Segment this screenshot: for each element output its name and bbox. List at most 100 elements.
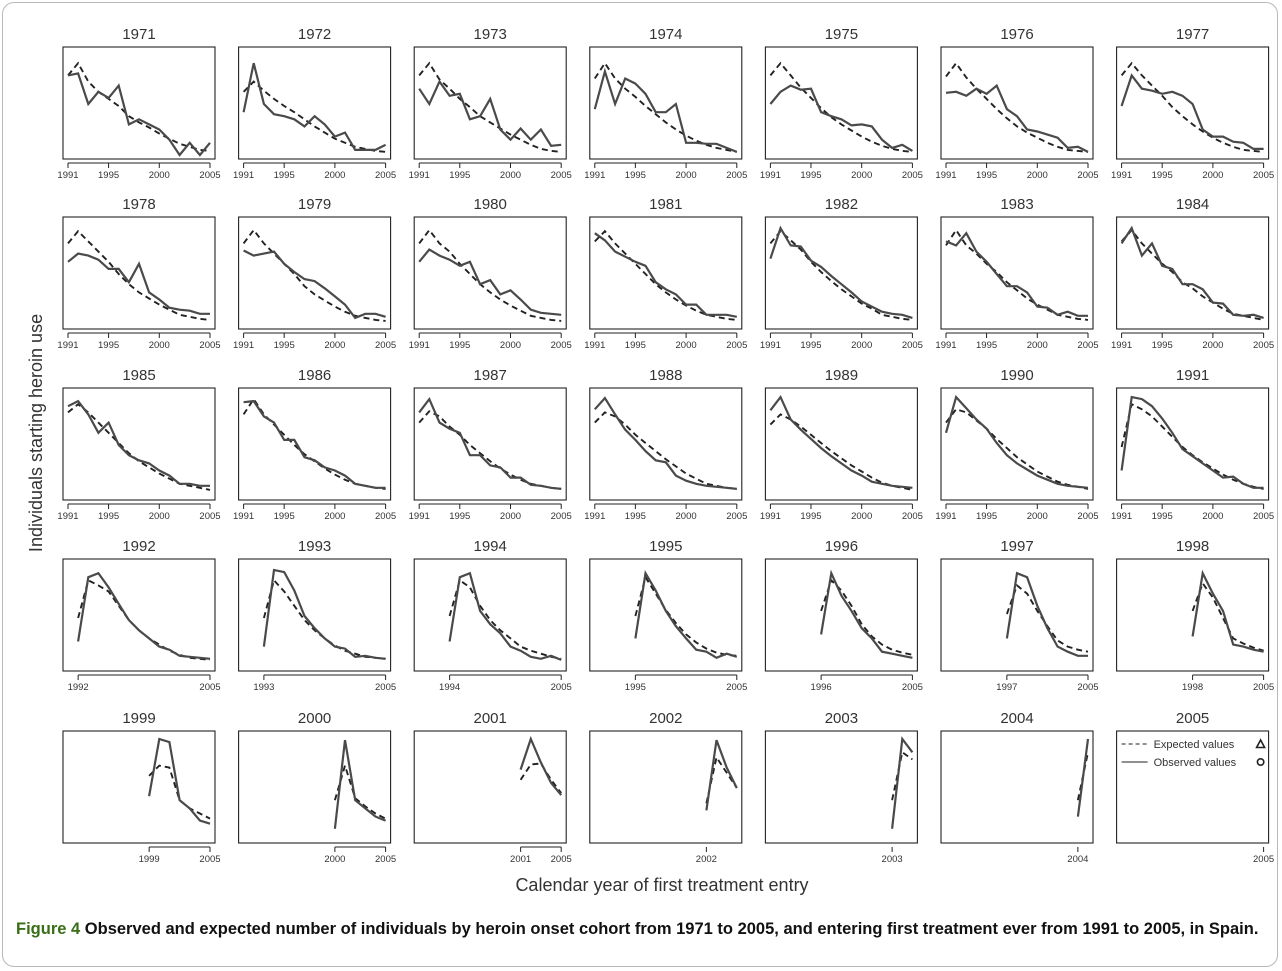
x-tick-label: 2000	[851, 170, 872, 181]
panel-1971: 1971 1991 1995 2000 2005	[57, 26, 220, 181]
x-tick-label: 2005	[199, 170, 220, 181]
panel-title: 1993	[298, 538, 331, 555]
observed-series-line	[333, 739, 387, 829]
x-tick-label: 1995	[98, 340, 119, 351]
x-tick-label: 2005	[902, 682, 923, 693]
x-tick-label: 1997	[996, 682, 1017, 693]
expected-series-line	[418, 61, 562, 153]
panel-2003: 2003 2003	[764, 710, 918, 865]
x-tick-label: 2005	[1077, 170, 1098, 181]
x-tick-label: 1995	[98, 511, 119, 522]
panel-1982: 1982 1991 1995 2000 2005	[760, 196, 923, 351]
expected-series-line	[333, 762, 387, 820]
observed-series-line	[945, 231, 1088, 317]
panel-frame	[1116, 387, 1270, 501]
panel-1998: 1998 1998 2005	[1116, 538, 1274, 693]
panel-frame	[413, 387, 567, 501]
x-tick-label: 2005	[1253, 682, 1274, 693]
panel-title: 1980	[474, 196, 507, 213]
observed-series-line	[820, 569, 913, 659]
panel-1993: 1993 1993 2005	[238, 538, 396, 693]
panel-2000: 2000 2000 2005	[238, 710, 396, 865]
x-tick-label: 2000	[676, 511, 697, 522]
x-tick-label: 2005	[199, 854, 220, 865]
observed-series-line	[243, 249, 386, 320]
x-tick-label: 2005	[1253, 854, 1274, 865]
x-tick-label: 1998	[1182, 682, 1203, 693]
panel-1995: 1995 1995 2005	[589, 538, 747, 693]
x-tick-label: 1995	[625, 682, 646, 693]
expected-series-line	[148, 764, 211, 820]
triangle-icon	[1255, 738, 1266, 749]
panel-frame	[413, 216, 567, 330]
x-tick-label: 2001	[510, 854, 531, 865]
x-tick-label: 2005	[375, 511, 396, 522]
panel-1979: 1979 1991 1995 2000 2005	[233, 196, 396, 351]
panel-frame	[589, 558, 743, 672]
x-tick-label: 2000	[149, 511, 170, 522]
panel-title: 1988	[649, 367, 682, 384]
x-tick-label: 1995	[1152, 170, 1173, 181]
circle-icon	[1256, 757, 1265, 766]
x-tick-label: 2005	[726, 170, 747, 181]
panel-frame	[62, 387, 216, 501]
x-tick-label: 1999	[139, 854, 160, 865]
panel-title: 1981	[649, 196, 682, 213]
observed-series-line	[1005, 571, 1088, 657]
x-tick-label: 1991	[57, 170, 78, 181]
panel-frame	[940, 558, 1094, 672]
panel-title: 2002	[649, 710, 682, 727]
panel-1978: 1978 1991 1995 2000 2005	[57, 196, 220, 351]
panel-frame	[940, 46, 1094, 160]
panel-1990: 1990 1991 1995 2000 2005	[935, 367, 1098, 522]
panel-frame	[764, 730, 918, 844]
x-tick-label: 2000	[149, 170, 170, 181]
x-tick-label: 2005	[726, 682, 747, 693]
x-tick-label: 1991	[584, 340, 605, 351]
x-tick-label: 1995	[449, 170, 470, 181]
panel-title: 1975	[825, 26, 858, 43]
panel-1994: 1994 1994 2005	[413, 538, 572, 693]
expected-series-line	[945, 228, 1089, 321]
x-tick-label: 1992	[68, 682, 89, 693]
observed-series-line	[1120, 73, 1264, 150]
observed-series-line	[769, 225, 913, 319]
panel-frame	[764, 387, 918, 501]
panel-frame	[589, 730, 743, 844]
panel-title: 1987	[474, 367, 507, 384]
x-tick-label: 1991	[233, 511, 254, 522]
x-tick-label: 1995	[976, 170, 997, 181]
x-tick-label: 1991	[1111, 511, 1132, 522]
x-tick-label: 2000	[1027, 511, 1048, 522]
panel-title: 1971	[122, 26, 155, 43]
panel-title: 1982	[825, 196, 858, 213]
expected-series-line	[242, 228, 386, 322]
x-tick-label: 2005	[1253, 511, 1274, 522]
panel-title: 1974	[649, 26, 682, 43]
x-tick-label: 2000	[851, 340, 872, 351]
panel-1989: 1989 1991 1995 2000 2005	[760, 367, 923, 522]
observed-series-line	[594, 232, 738, 318]
x-tick-label: 1995	[274, 340, 295, 351]
x-tick-label: 1991	[233, 170, 254, 181]
panel-title: 1996	[825, 538, 858, 555]
x-tick-label: 2005	[1077, 682, 1098, 693]
expected-series-line	[1120, 402, 1264, 490]
panel-title: 1997	[1000, 538, 1033, 555]
x-tick-label: 2005	[551, 340, 572, 351]
observed-series-line	[705, 739, 738, 811]
x-tick-label: 2005	[726, 511, 747, 522]
x-tick-label: 2005	[199, 511, 220, 522]
panel-1985: 1985 1991 1995 2000 2005	[57, 367, 220, 522]
observed-series-line	[769, 394, 913, 489]
panel-frame	[589, 216, 743, 330]
expected-series-line	[448, 578, 562, 660]
panel-frame	[413, 46, 567, 160]
panel-1972: 1972 1991 1995 2000 2005	[233, 26, 396, 181]
x-tick-label: 2005	[902, 511, 923, 522]
legend-label: Expected values	[1154, 739, 1235, 751]
panel-title: 1998	[1176, 538, 1209, 555]
panel-1986: 1986 1991 1995 2000 2005	[233, 367, 396, 522]
x-tick-label: 1995	[625, 340, 646, 351]
panel-title: 1979	[298, 196, 331, 213]
